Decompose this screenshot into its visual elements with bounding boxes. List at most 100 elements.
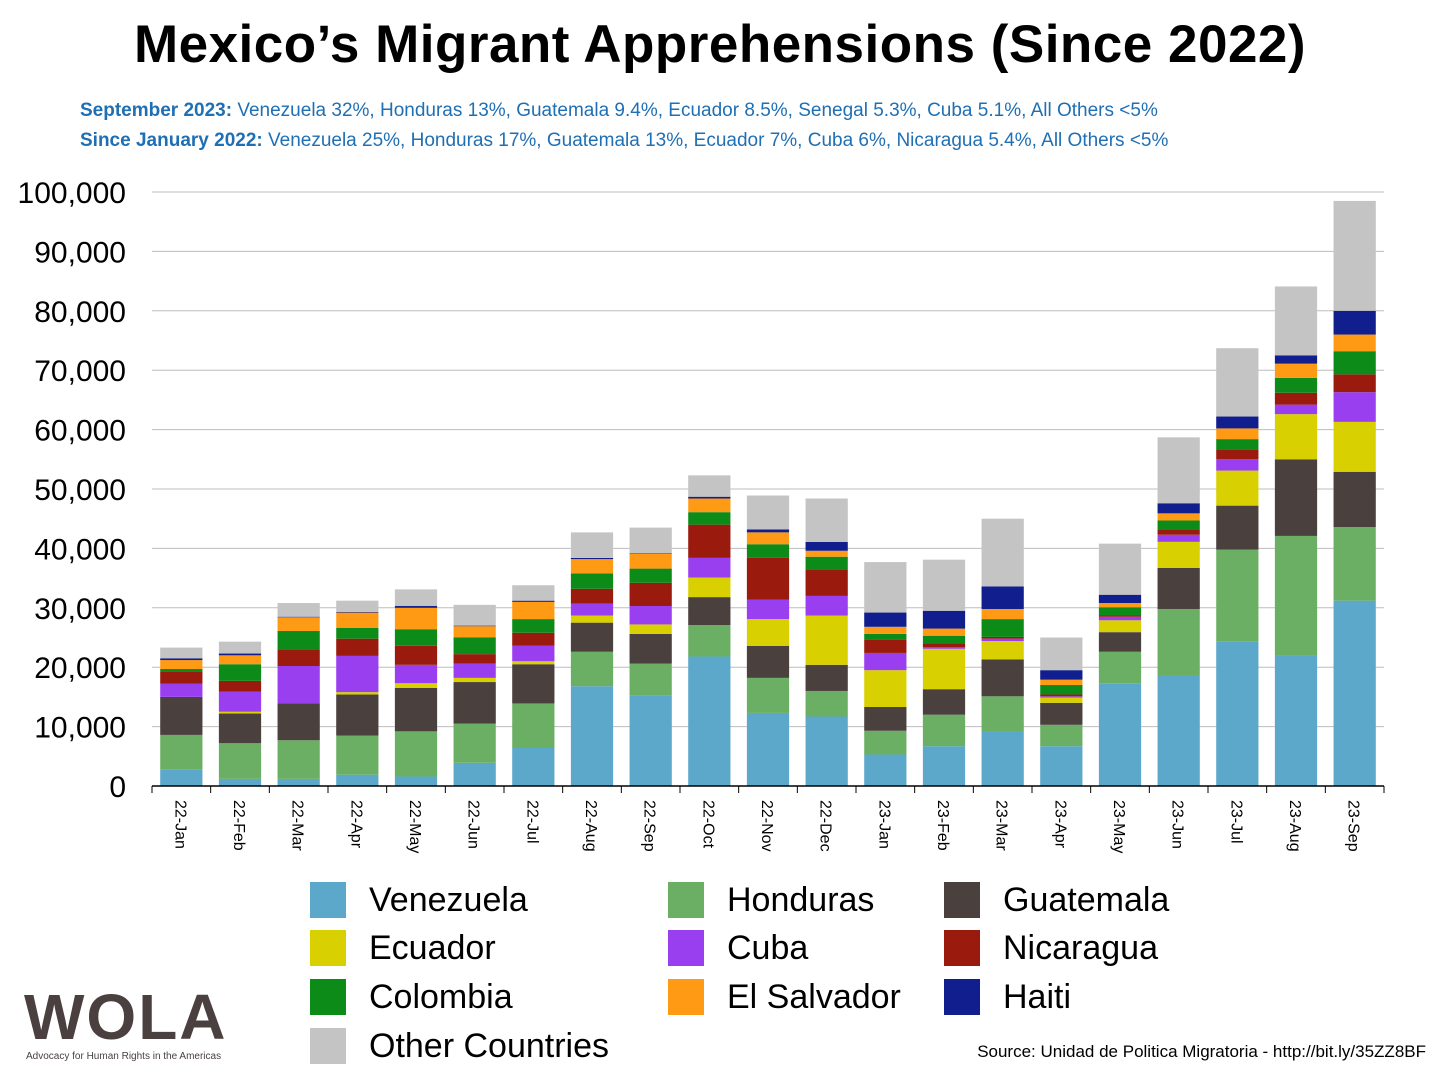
bar-segment bbox=[1216, 428, 1259, 440]
legend-label: El Salvador bbox=[727, 977, 901, 1016]
bar-segment bbox=[981, 636, 1024, 639]
bar-segment bbox=[336, 735, 379, 775]
bar-segment bbox=[570, 588, 614, 604]
x-tick-label: 23-Jun bbox=[1169, 800, 1186, 849]
bar-segment bbox=[336, 611, 379, 613]
legend-swatch bbox=[310, 979, 346, 1015]
bar-segment bbox=[160, 668, 203, 672]
subtitle-september-2023: September 2023: Venezuela 32%, Honduras … bbox=[80, 100, 1158, 122]
bar-segment bbox=[688, 597, 731, 626]
bar-segment bbox=[805, 550, 848, 557]
legend-label: Other Countries bbox=[369, 1026, 609, 1065]
bar-segment bbox=[629, 695, 672, 786]
bar-segment bbox=[805, 716, 848, 786]
x-tick-label: 22-Oct bbox=[699, 800, 716, 849]
bar-segment bbox=[570, 603, 614, 616]
bar-segment bbox=[1157, 437, 1200, 504]
bar-segment bbox=[1274, 459, 1318, 536]
bar-segment bbox=[336, 612, 379, 628]
bar-segment bbox=[1157, 520, 1200, 530]
bar-segment bbox=[1333, 527, 1376, 601]
bar-segment bbox=[864, 633, 907, 640]
bar-segment bbox=[453, 625, 496, 627]
bar-segment bbox=[1098, 594, 1142, 604]
bar-segment bbox=[570, 573, 614, 589]
bar-segment bbox=[1040, 696, 1083, 698]
bar-segment bbox=[746, 557, 790, 600]
bar-segment bbox=[394, 589, 438, 607]
bar-segment bbox=[688, 512, 731, 525]
bar-segment bbox=[688, 498, 731, 513]
bar-segment bbox=[981, 518, 1024, 587]
bar-segment bbox=[1157, 503, 1200, 514]
bar-segment bbox=[453, 682, 496, 724]
bar-segment bbox=[1098, 651, 1142, 684]
bar-segment bbox=[570, 651, 614, 687]
y-tick-label: 50,000 bbox=[34, 474, 126, 507]
x-tick-label: 23-Apr bbox=[1051, 800, 1068, 849]
subtitle-text: Venezuela 25%, Honduras 17%, Guatemala 1… bbox=[262, 130, 1169, 151]
bar-segment bbox=[1274, 404, 1318, 415]
bar-segment bbox=[394, 687, 438, 732]
bar-segment bbox=[394, 606, 438, 608]
bar-segment bbox=[864, 639, 907, 653]
bar-segment bbox=[981, 638, 1024, 642]
bar-segment bbox=[688, 475, 731, 497]
bar-segment bbox=[394, 664, 438, 684]
bar-segment bbox=[864, 730, 907, 755]
bar-segment bbox=[512, 585, 555, 601]
legend-label: Haiti bbox=[1003, 977, 1072, 1016]
legend-label: Colombia bbox=[369, 977, 513, 1016]
bar-segment bbox=[805, 569, 848, 596]
bar-segment bbox=[1098, 683, 1142, 786]
x-tick-label: 23-Aug bbox=[1286, 800, 1303, 852]
bar-segment bbox=[1216, 416, 1259, 429]
x-tick-label: 22-Nov bbox=[758, 800, 775, 852]
x-tick-label: 22-Dec bbox=[817, 800, 834, 852]
subtitle-text: Venezuela 32%, Honduras 13%, Guatemala 9… bbox=[232, 100, 1158, 121]
bar-segment bbox=[981, 696, 1024, 732]
legend-label: Ecuador bbox=[369, 928, 496, 967]
bar-segment bbox=[512, 601, 555, 620]
bar-segment bbox=[864, 612, 907, 627]
y-tick-label: 80,000 bbox=[34, 296, 126, 329]
bar-segment bbox=[1157, 534, 1200, 542]
bar-segment bbox=[805, 556, 848, 570]
x-tick-label: 22-Jul bbox=[523, 800, 540, 844]
x-tick-label: 23-May bbox=[1110, 800, 1127, 853]
x-tick-label: 22-May bbox=[406, 800, 423, 853]
bar-segment bbox=[1274, 392, 1318, 405]
bar-segment bbox=[1216, 439, 1259, 450]
bar-segment bbox=[922, 643, 966, 648]
bar-segment bbox=[922, 635, 966, 644]
legend-swatch bbox=[668, 930, 704, 966]
bar-segment bbox=[746, 712, 790, 786]
bar-segment bbox=[629, 553, 672, 569]
bar-segment bbox=[1157, 529, 1200, 535]
bar-segment bbox=[688, 625, 731, 657]
bar-segment bbox=[277, 649, 320, 667]
bar-segment bbox=[1040, 694, 1083, 697]
bar-segment bbox=[864, 706, 907, 731]
legend-item: Haiti bbox=[944, 977, 1071, 1017]
bar-segment bbox=[277, 616, 320, 618]
bar-segment bbox=[1040, 702, 1083, 725]
bar-segment bbox=[277, 617, 320, 631]
bar-segment bbox=[160, 696, 203, 735]
bar-segment bbox=[688, 577, 731, 598]
bar-segment bbox=[218, 691, 262, 712]
bar-segment bbox=[1274, 535, 1318, 656]
legend-swatch bbox=[310, 882, 346, 918]
bar-segment bbox=[394, 683, 438, 688]
bar-segment bbox=[922, 559, 966, 611]
bar-segment bbox=[1216, 549, 1259, 642]
bar-segment bbox=[922, 746, 966, 786]
legend-item: Guatemala bbox=[944, 880, 1169, 920]
wola-logo: WOLA Advocacy for Human Rights in the Am… bbox=[24, 985, 264, 1065]
bar-segment bbox=[1333, 334, 1376, 352]
x-tick-label: 22-Sep bbox=[641, 800, 658, 852]
legend-label: Guatemala bbox=[1003, 880, 1170, 919]
bar-segment bbox=[922, 648, 966, 690]
bar-segment bbox=[629, 606, 672, 625]
bar-segment bbox=[981, 641, 1024, 660]
